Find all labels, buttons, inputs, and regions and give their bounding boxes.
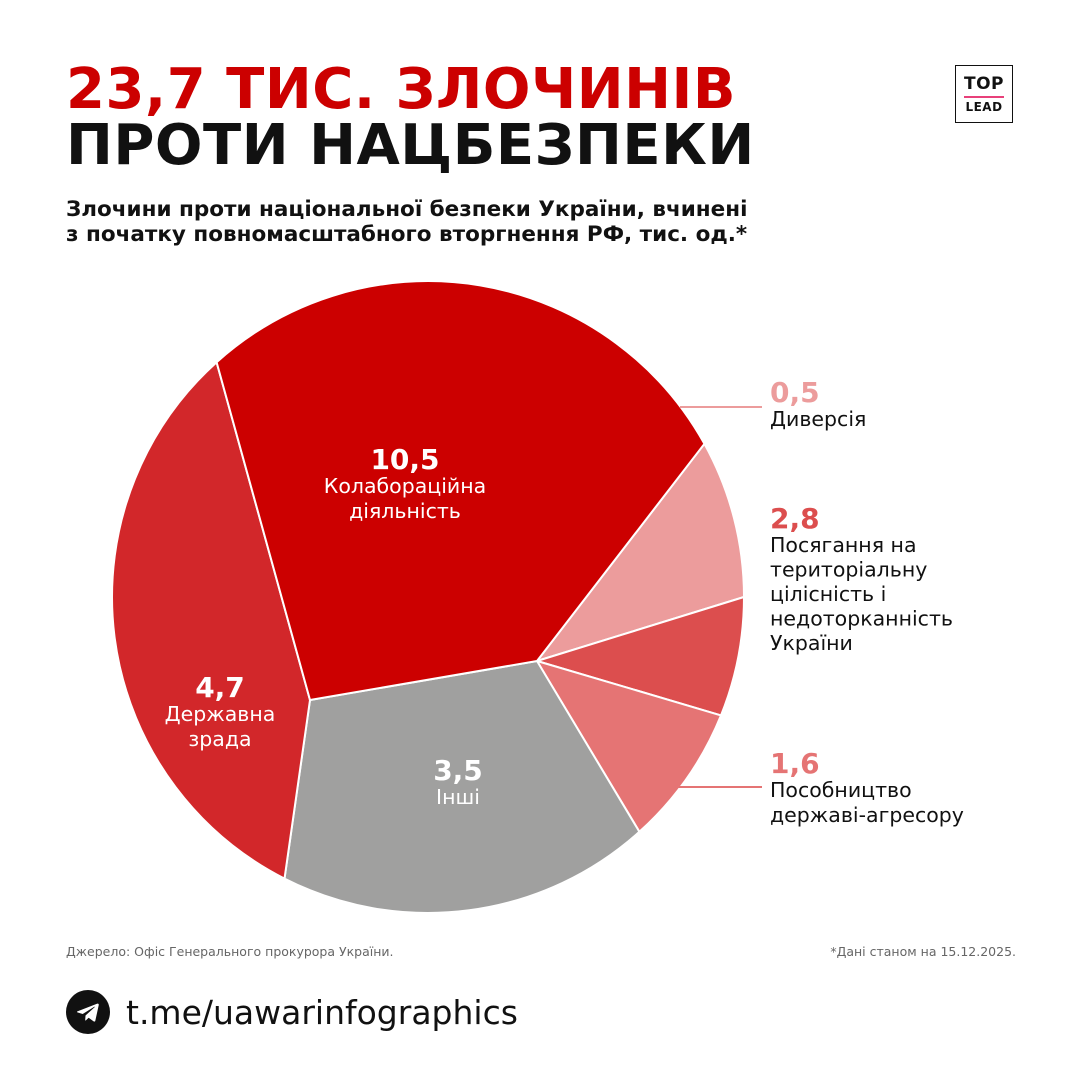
pie-slice-1 (536, 596, 745, 717)
category-label-1-1: територіальну (770, 558, 927, 582)
category-label-4-0: Державна (165, 702, 276, 726)
value-label-0: 0,5 (770, 376, 820, 409)
footer-link[interactable]: t.me/uawarinfographics (66, 990, 518, 1034)
chart-subtitle: Злочини проти національної безпеки Украї… (66, 197, 886, 247)
value-label-4: 4,7 (195, 671, 245, 704)
telegram-icon (66, 990, 110, 1034)
pie-slice-5 (215, 280, 706, 701)
pie-slice-4 (111, 361, 311, 880)
logo-top-text: TOP (963, 73, 1004, 94)
category-label-2-0: Пособництво (770, 778, 912, 802)
category-label-4-1: зрада (188, 727, 251, 751)
category-label-2-1: державі-агресору (770, 803, 964, 827)
top-lead-logo: TOP LEAD (955, 65, 1013, 123)
pie-slice-2 (536, 660, 722, 833)
category-label-1-0: Посягання на (770, 533, 917, 557)
pie-slice-0 (536, 442, 745, 662)
value-label-5: 10,5 (370, 443, 439, 476)
title-line-2: ПРОТИ НАЦБЕЗПЕКИ (66, 113, 755, 178)
value-label-3: 3,5 (433, 754, 483, 787)
value-label-2: 1,6 (770, 747, 820, 780)
value-label-1: 2,8 (770, 502, 820, 535)
subtitle-line-1: Злочини проти національної безпеки Украї… (66, 197, 748, 222)
category-label-1-3: недоторканність (770, 607, 953, 631)
pie-slice-3 (283, 660, 641, 915)
category-label-0-0: Диверсія (770, 407, 866, 431)
logo-bottom-text: LEAD (965, 99, 1003, 114)
category-label-3-0: Інші (436, 785, 480, 809)
pie-slices (111, 280, 745, 915)
telegram-url[interactable]: t.me/uawarinfographics (126, 992, 518, 1032)
logo-accent-bar (964, 95, 1004, 98)
category-label-5-1: діяльність (349, 499, 461, 523)
subtitle-line-2: з початку повномасштабного вторгнення РФ… (66, 222, 748, 247)
date-note: *Дані станом на 15.12.2025. (830, 944, 1016, 959)
source-note: Джерело: Офіс Генерального прокурора Укр… (66, 944, 394, 959)
category-label-1-4: України (770, 631, 853, 655)
category-label-5-0: Колабораційна (324, 474, 486, 498)
title-line-1: 23,7 ТИС. ЗЛОЧИНІВ (66, 57, 737, 122)
category-label-1-2: цілісність і (770, 582, 886, 606)
